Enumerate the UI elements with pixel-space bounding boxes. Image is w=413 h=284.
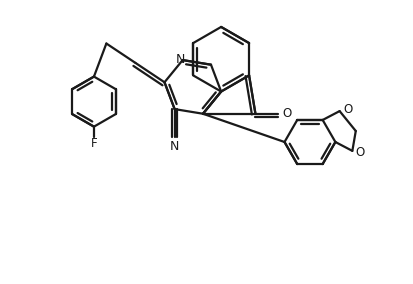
- Text: O: O: [342, 103, 351, 116]
- Text: N: N: [170, 140, 179, 153]
- Text: N: N: [176, 53, 185, 66]
- Text: F: F: [90, 137, 97, 150]
- Text: O: O: [355, 146, 364, 159]
- Text: O: O: [281, 107, 290, 120]
